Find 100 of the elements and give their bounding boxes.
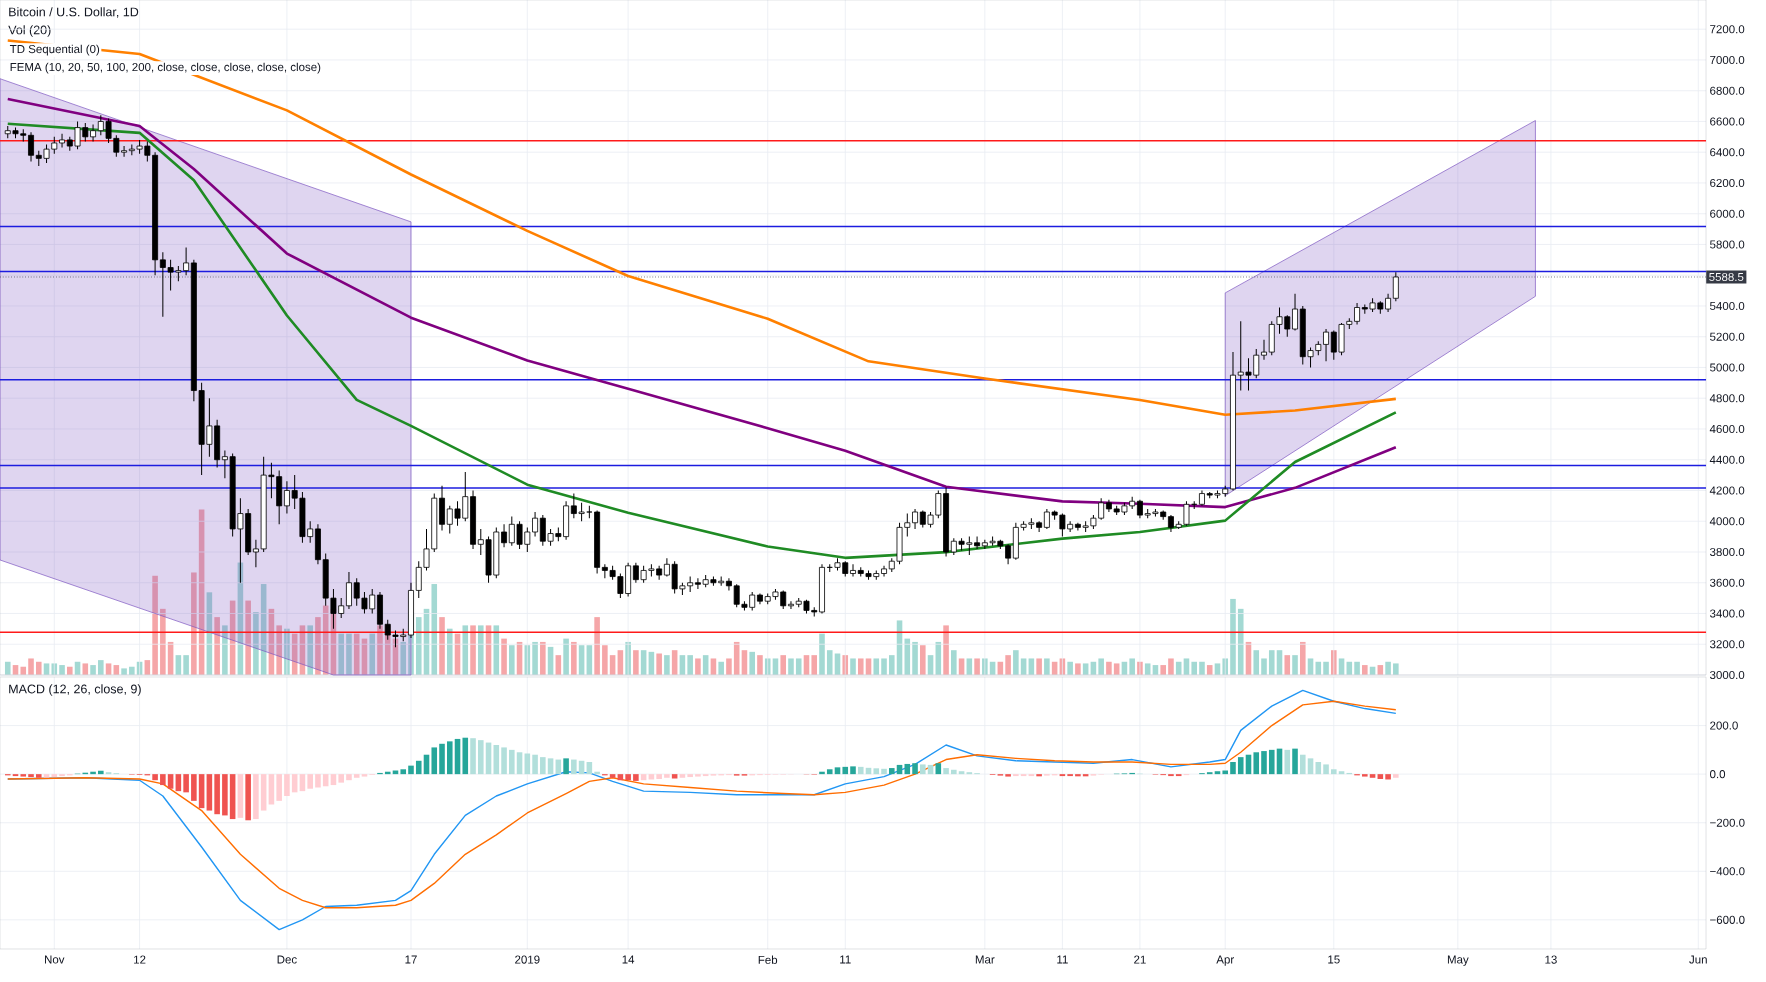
bar [1168,658,1174,675]
bar [501,747,507,775]
bar [664,655,670,675]
candlestick [850,563,856,578]
bar [547,758,554,775]
y-tick-label: 6400.0 [1710,148,1745,157]
bar [35,774,42,778]
bar [912,763,918,775]
x-tick-label: Mar [975,955,995,964]
annotation: FEMA (10, 20, 50, 100, 200, close, close, close, close, close) [10,62,321,74]
bar [1299,641,1306,675]
y-tick-label: 5200.0 [1710,332,1745,341]
bar [695,658,701,675]
bar [571,759,577,775]
bar [881,768,887,775]
candlestick [1392,271,1399,302]
bar [477,625,484,675]
bar [958,771,965,775]
bar [353,774,360,778]
y-tick-label: 4400.0 [1709,455,1745,464]
x-tick-label: 17 [405,955,417,964]
bar [400,769,407,775]
bar [152,774,158,781]
bar [540,641,546,675]
bar [98,660,104,675]
bar [260,774,267,811]
bar [191,572,197,675]
bar [501,638,507,675]
bar [1160,665,1166,675]
bar [881,658,887,675]
bar [222,625,228,675]
bar [873,658,880,675]
bar [1354,661,1360,675]
x-tick-label: Apr [1216,955,1234,966]
bar [873,768,880,775]
bar [191,774,197,801]
bar [679,774,686,778]
bar [695,774,701,777]
candlestick [28,131,34,162]
y-tick-label: 5800.0 [1710,240,1745,249]
bar [214,774,220,815]
bar [671,774,678,779]
bar [90,665,96,675]
y-tick-label: 6600.0 [1710,117,1745,126]
bar [532,641,538,675]
bar [1268,650,1275,675]
bar [229,774,236,820]
line-series [6,39,1398,416]
bar [1307,758,1314,775]
bar [477,740,484,775]
bar [1129,658,1135,675]
bar [1323,661,1329,675]
candlestick [881,565,887,578]
y-tick-label: 6000.0 [1710,209,1745,218]
bar [338,633,344,675]
line-series [6,97,1398,509]
bar [353,633,360,675]
bar [1261,751,1267,775]
bar [415,760,422,775]
x-tick-label: Feb [758,955,778,964]
bar [1268,749,1275,775]
bar [943,768,949,775]
bar [1199,661,1205,675]
bar [1253,752,1260,775]
bar [1230,598,1236,675]
x-tick-label: 11 [840,955,851,964]
bar [338,774,344,783]
bar [888,768,895,775]
y-tick-label: 7200.0 [1710,25,1745,34]
bar [315,774,321,788]
y-tick-label: −400.0 [1710,867,1745,876]
bar [1013,650,1019,675]
x-tick-label: Nov [45,955,65,964]
x-tick-label: 12 [134,955,146,964]
bar [1393,663,1399,675]
y-tick-label: 6800.0 [1710,86,1745,95]
x-tick-label: Jun [1689,955,1707,964]
bar [1253,650,1260,675]
text: MACD (12, 26, close, 9) [9,684,141,696]
bar [1067,661,1073,675]
bar [1385,774,1391,780]
bar [206,774,213,811]
bar [1106,661,1112,675]
bar [951,650,957,675]
bar [20,666,27,675]
bar [237,774,244,818]
bar [1222,770,1229,775]
bar [431,584,438,675]
bar [253,774,259,820]
bar [656,653,662,675]
bar [516,752,523,775]
bar [392,770,399,775]
y-tick-label: 7000.0 [1710,55,1745,65]
line-series [6,122,1398,560]
bar [35,661,42,675]
candlestick [1323,328,1329,362]
bar [1385,661,1391,675]
bar [795,658,802,675]
bar [788,658,794,675]
bar [214,617,220,675]
